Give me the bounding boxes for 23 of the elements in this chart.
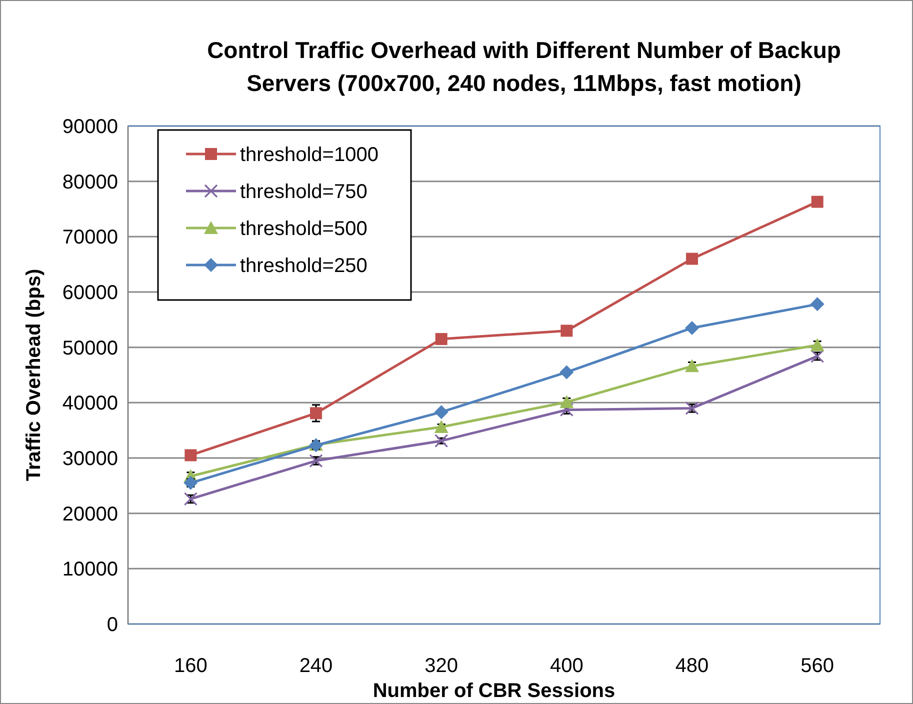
legend-label: threshold=1000 (240, 144, 378, 166)
y-tick-label: 30000 (62, 448, 118, 470)
y-tick-label: 60000 (62, 282, 118, 304)
chart-title: Control Traffic Overhead with Different Number of Backup Servers (700x700, 240 nodes, 11Mbps, fast motion) (207, 37, 841, 96)
y-tick-label: 20000 (62, 503, 118, 526)
x-tick-label: 160 (174, 655, 208, 677)
x-tick-label: 240 (299, 655, 333, 677)
legend-label: threshold=750 (240, 181, 368, 203)
x-tick-label: 480 (675, 655, 709, 677)
legend-label: threshold=250 (240, 255, 368, 277)
y-tick-label: 80000 (62, 171, 118, 194)
x-tick-label: 320 (424, 655, 458, 677)
x-tick-label: 400 (550, 655, 584, 677)
legend-label: threshold=500 (240, 218, 368, 240)
y-tick-label: 90000 (62, 116, 118, 138)
y-tick-label: 0 (106, 614, 118, 636)
x-tick-label: 560 (800, 655, 834, 677)
y-axis-title: Traffic Overhead (bps) (23, 268, 45, 482)
y-tick-label: 70000 (62, 226, 118, 249)
y-tick-label: 10000 (62, 558, 118, 581)
y-tick-label: 40000 (62, 392, 118, 415)
x-axis-title: Number of CBR Sessions (372, 680, 616, 702)
y-tick-label: 50000 (62, 337, 118, 360)
